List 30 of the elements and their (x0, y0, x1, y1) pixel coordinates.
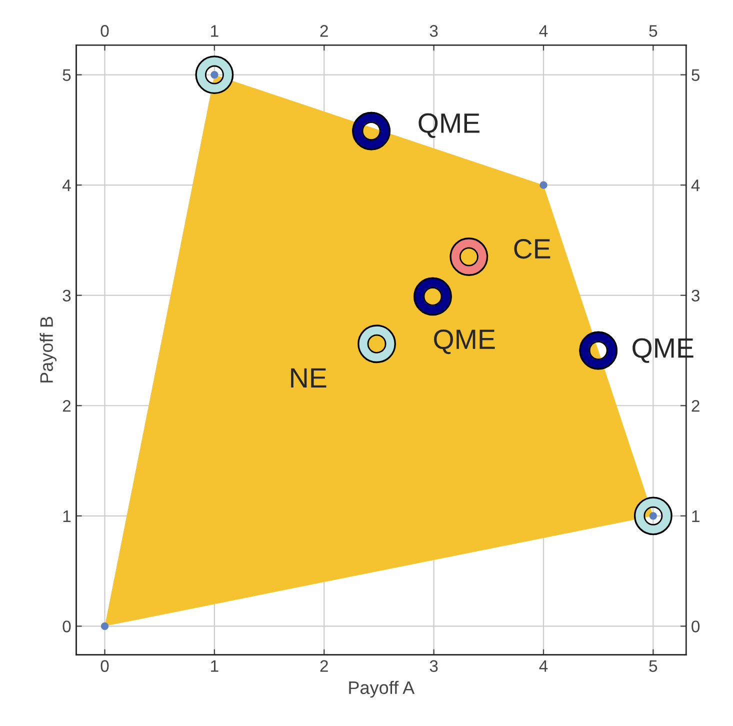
y-tick-label: 2 (62, 400, 71, 412)
x2-tick-label: 0 (100, 25, 109, 37)
y2-tick-label: 3 (692, 290, 700, 302)
y-tick-label: 3 (62, 290, 71, 302)
y2-tick-label: 2 (692, 400, 700, 412)
annotation: QME (434, 329, 495, 354)
x-tick-label: 5 (649, 660, 658, 672)
y-axis-title: Payoff B (40, 316, 57, 382)
annotation: CE (514, 239, 550, 259)
x2-tick-label: 1 (211, 25, 218, 37)
annotation: NE (291, 368, 326, 388)
x2-tick-label: 4 (539, 25, 548, 37)
x-tick-label: 3 (430, 660, 438, 672)
y2-tick-label: 5 (692, 69, 700, 81)
x-tick-label: 1 (211, 660, 218, 672)
x-tick-label: 4 (539, 660, 548, 672)
x2-tick-label: 3 (430, 25, 438, 37)
y2-tick-label: 4 (691, 180, 700, 192)
x-axis-title: Payoff A (349, 680, 415, 698)
y2-tick-label: 0 (692, 620, 700, 632)
y-tick-label: 5 (62, 69, 71, 81)
y-tick-label: 4 (62, 180, 71, 192)
annotation: QME (418, 113, 480, 138)
x-tick-label: 0 (100, 660, 109, 672)
y2-tick-label: 1 (692, 510, 700, 522)
x2-tick-label: 2 (320, 25, 328, 37)
x-tick-label: 2 (320, 660, 328, 672)
y-tick-label: 0 (62, 620, 71, 632)
y-tick-label: 1 (63, 510, 71, 522)
x2-tick-label: 5 (649, 25, 658, 37)
